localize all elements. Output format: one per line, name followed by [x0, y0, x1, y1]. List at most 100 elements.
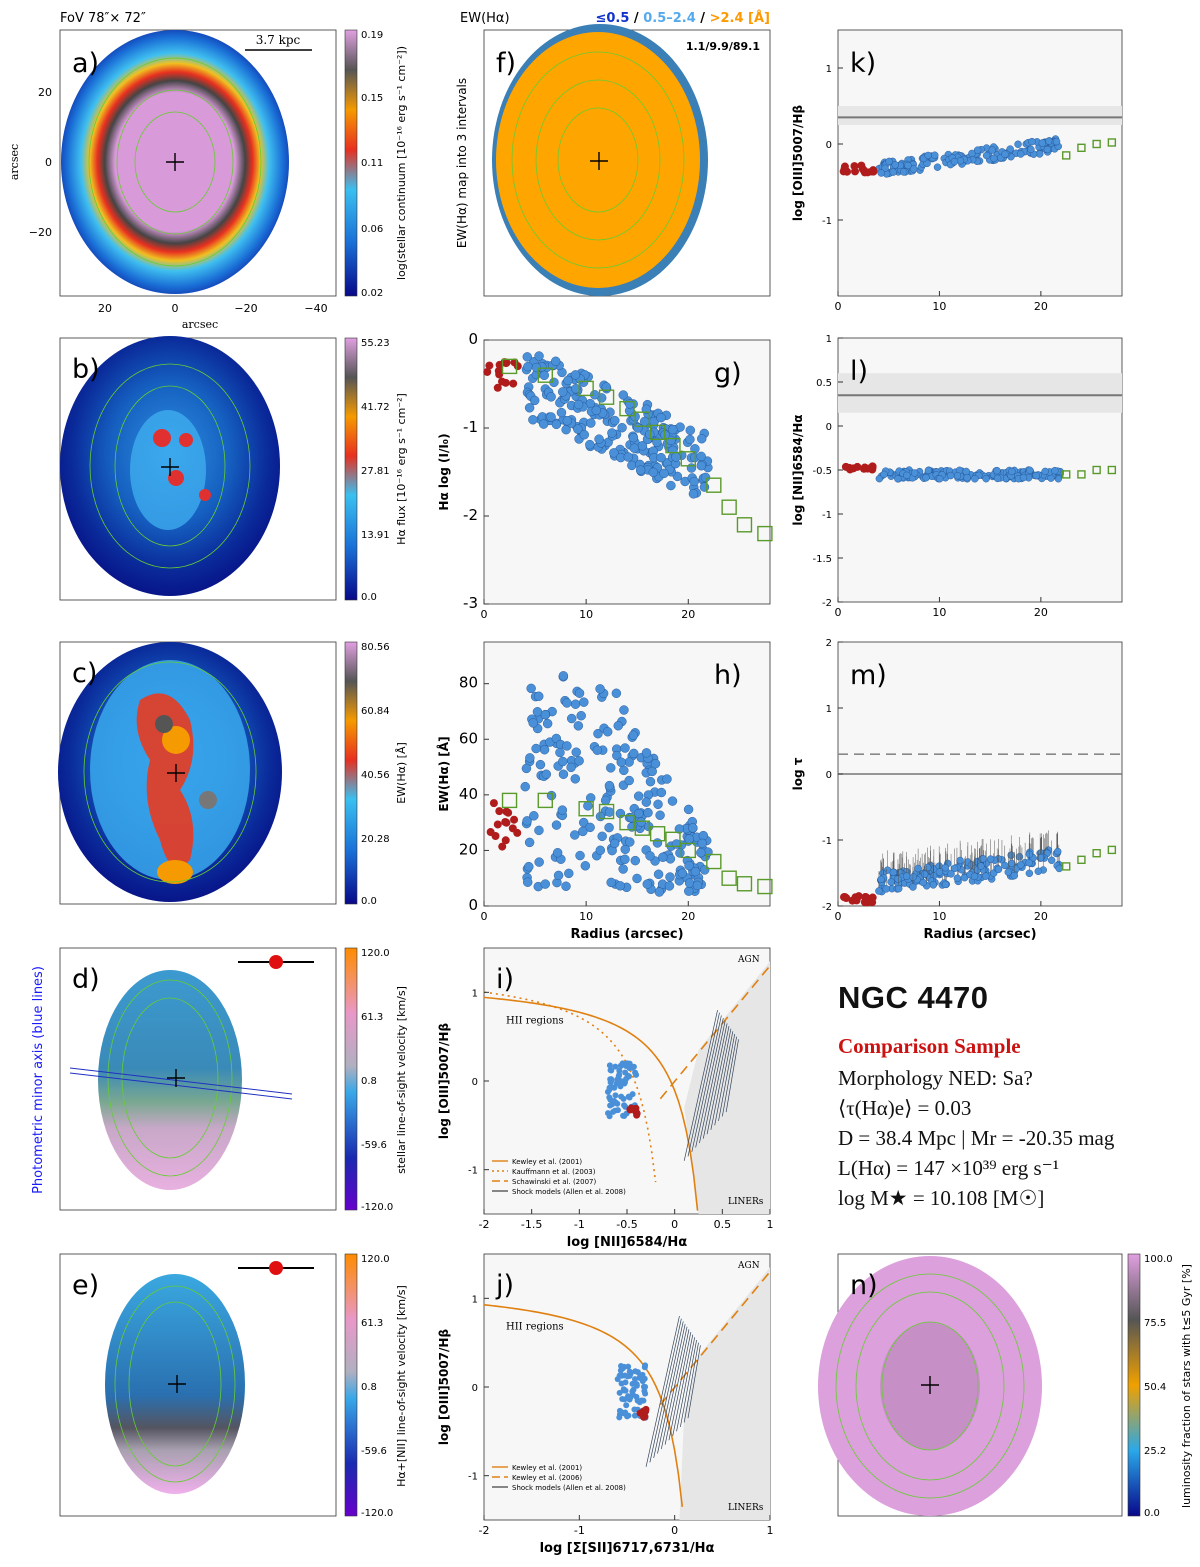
a-xlabel: arcsec [182, 318, 218, 331]
spaxel-point [573, 721, 584, 731]
halpha-luminosity: L(Hα) = 147 ×10³⁹ erg s⁻¹ [838, 1156, 1060, 1180]
spaxel-point [684, 834, 694, 844]
galaxy-info: NGC 4470 Comparison Sample Morphology NE… [838, 980, 1178, 1213]
spaxel-point [573, 424, 583, 434]
x-tick-label: 0 [835, 606, 842, 619]
spaxel-point [1004, 868, 1012, 876]
x-tick-label: 0 [835, 300, 842, 313]
spaxel-point [652, 838, 663, 848]
colorbar-b-tick: 13.91 [361, 530, 390, 541]
profile-marker [578, 801, 594, 817]
spaxel-point [579, 697, 589, 707]
nuclear-point [859, 166, 868, 175]
spaxel-point [899, 168, 908, 176]
spaxel-point [685, 425, 696, 436]
colorbar-c [344, 641, 358, 905]
colorbar-a-tick: 0.15 [361, 93, 383, 104]
panel-label: g) [714, 358, 742, 389]
shock-model-grid [676, 1337, 696, 1432]
y-tick-label: 0 [826, 770, 832, 781]
kewley-curve [483, 1304, 684, 1507]
x-axis-label: log [NII]6584/Hα [567, 1235, 687, 1250]
spaxel-point [595, 845, 605, 855]
hii-knot [199, 489, 211, 501]
spaxel-point [1047, 856, 1056, 864]
spaxel-point [551, 419, 562, 430]
nuclear-point [633, 1110, 641, 1118]
y-axis-label: log [NII]6584/Hα [791, 414, 805, 525]
profile-marker [634, 820, 651, 836]
shock-model-grid [668, 1331, 692, 1441]
x-tick-label: 0 [481, 910, 488, 923]
profile-marker [578, 380, 594, 397]
spaxel-point [570, 699, 581, 709]
spaxel-point [924, 151, 932, 160]
spaxel-point [699, 865, 710, 875]
profile-marker [598, 803, 615, 820]
profile-marker [665, 831, 681, 848]
x-tick-label: 20 [681, 608, 695, 621]
spaxel-point [618, 390, 628, 400]
profile-marker [706, 853, 722, 870]
panel-n-label: n) [850, 1270, 878, 1301]
profile-marker [1077, 143, 1086, 153]
center-cross [590, 152, 608, 170]
y-tick-label: 1 [472, 1294, 478, 1305]
nuclear-point [627, 1104, 635, 1112]
spaxel-point [677, 868, 688, 878]
spaxel-point [1045, 137, 1053, 145]
spaxel-point [595, 684, 605, 694]
spaxel-point [950, 157, 959, 166]
spaxel-point [962, 467, 970, 476]
spaxel-point [696, 847, 706, 858]
minor-axis-line [69, 1072, 293, 1100]
spaxel-point [546, 412, 556, 422]
nuclear-point [848, 896, 857, 905]
spaxel-point [641, 1375, 648, 1382]
ew-fractions: 1.1/9.9/89.1 [686, 40, 760, 53]
nuclear-point [493, 383, 502, 392]
colorbar-a-tick: 0.06 [361, 224, 383, 235]
spaxel-point [600, 795, 611, 806]
profile-marker [721, 870, 737, 886]
ew-legend-low: ≤0.5 [595, 11, 629, 26]
colorbar-d-tick: 61.3 [361, 1012, 383, 1023]
x-tick-label: 10 [932, 300, 946, 313]
spaxel-point [684, 886, 694, 896]
profile-marker [1062, 862, 1071, 871]
panel-label: j) [495, 1270, 514, 1301]
spaxel-point [562, 416, 572, 426]
spaxel-point [622, 1387, 629, 1394]
y-tick-label: 40 [459, 785, 478, 803]
spaxel-point [613, 721, 623, 731]
x-tick-label: 1 [767, 1524, 774, 1537]
spaxel-point [617, 422, 627, 433]
profile-marker [665, 437, 681, 454]
spaxel-point [619, 705, 629, 715]
colorbar-e-label: Hα+[NII] line-of-sight velocity [km/s] [395, 1285, 408, 1487]
spaxel-point [1015, 853, 1024, 861]
spaxel-point [1001, 150, 1009, 158]
spaxel-point [607, 1096, 614, 1103]
colorbar-b-tick: 41.72 [361, 402, 390, 413]
spaxel-point [625, 837, 635, 847]
colorbar-n [1127, 1253, 1141, 1517]
spaxel-point [931, 151, 939, 159]
profile-marker [1107, 845, 1117, 855]
spaxel-point [659, 468, 669, 479]
spaxel-point [1025, 869, 1034, 878]
nuclear-point [842, 893, 851, 902]
center-cross [921, 1376, 939, 1394]
y-tick-label: -1 [463, 418, 478, 436]
spaxel-point [529, 811, 539, 821]
spaxel-point [579, 430, 589, 440]
nuclear-point [501, 818, 510, 827]
contour [121, 997, 219, 1159]
spaxel-point [979, 855, 987, 863]
nuclear-point [841, 462, 850, 471]
contour [89, 363, 251, 569]
spaxel-point [525, 753, 535, 763]
spaxel-point [1055, 864, 1063, 873]
spaxel-point [1038, 139, 1046, 147]
y-tick-label: -2 [822, 902, 832, 913]
